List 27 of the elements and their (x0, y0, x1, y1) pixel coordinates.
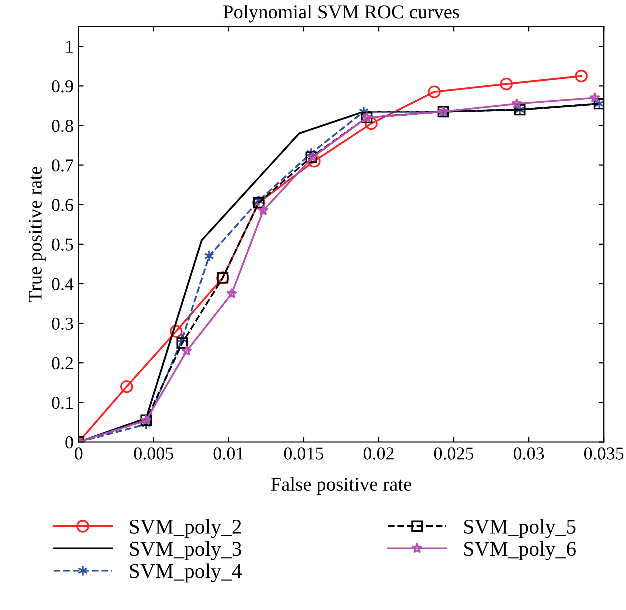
legend-label: SVM_poly_3 (130, 541, 242, 560)
x-tick-label: 0.025 (434, 448, 474, 460)
legend-label: SVM_poly_2 (130, 519, 242, 538)
y-tick-label: 0.8 (52, 120, 74, 132)
x-tick-label: 0.015 (284, 448, 324, 460)
y-tick-label: 0.6 (52, 199, 74, 212)
y-tick-label: 0 (66, 436, 74, 449)
y-tick-label: 0.7 (52, 160, 74, 172)
x-tick-label: 0.01 (214, 448, 244, 460)
legend-label: SVM_poly_6 (464, 541, 576, 560)
x-tick-label: 0 (75, 448, 83, 460)
y-tick-label: 0.5 (52, 238, 74, 251)
y-tick-label: 0.3 (52, 318, 74, 330)
x-axis-title: False positive rate (271, 477, 412, 496)
y-tick-label: 0.1 (52, 396, 73, 410)
legend-label: SVM_poly_4 (130, 564, 242, 583)
x-tick-label: 0.03 (514, 448, 544, 460)
x-tick-label: 0.035 (584, 448, 624, 460)
y-tick-label: 0.9 (52, 80, 74, 93)
y-axis-title: True positive rate (28, 166, 46, 302)
legend-label: SVM_poly_5 (464, 519, 576, 538)
chart-title: Polynomial SVM ROC curves (223, 5, 460, 23)
y-tick-label: 1 (66, 40, 73, 53)
y-tick-label: 0.2 (52, 357, 74, 370)
x-tick-label: 0.005 (134, 448, 174, 460)
y-tick-label: 0.4 (52, 278, 74, 291)
x-tick-label: 0.02 (364, 448, 394, 460)
